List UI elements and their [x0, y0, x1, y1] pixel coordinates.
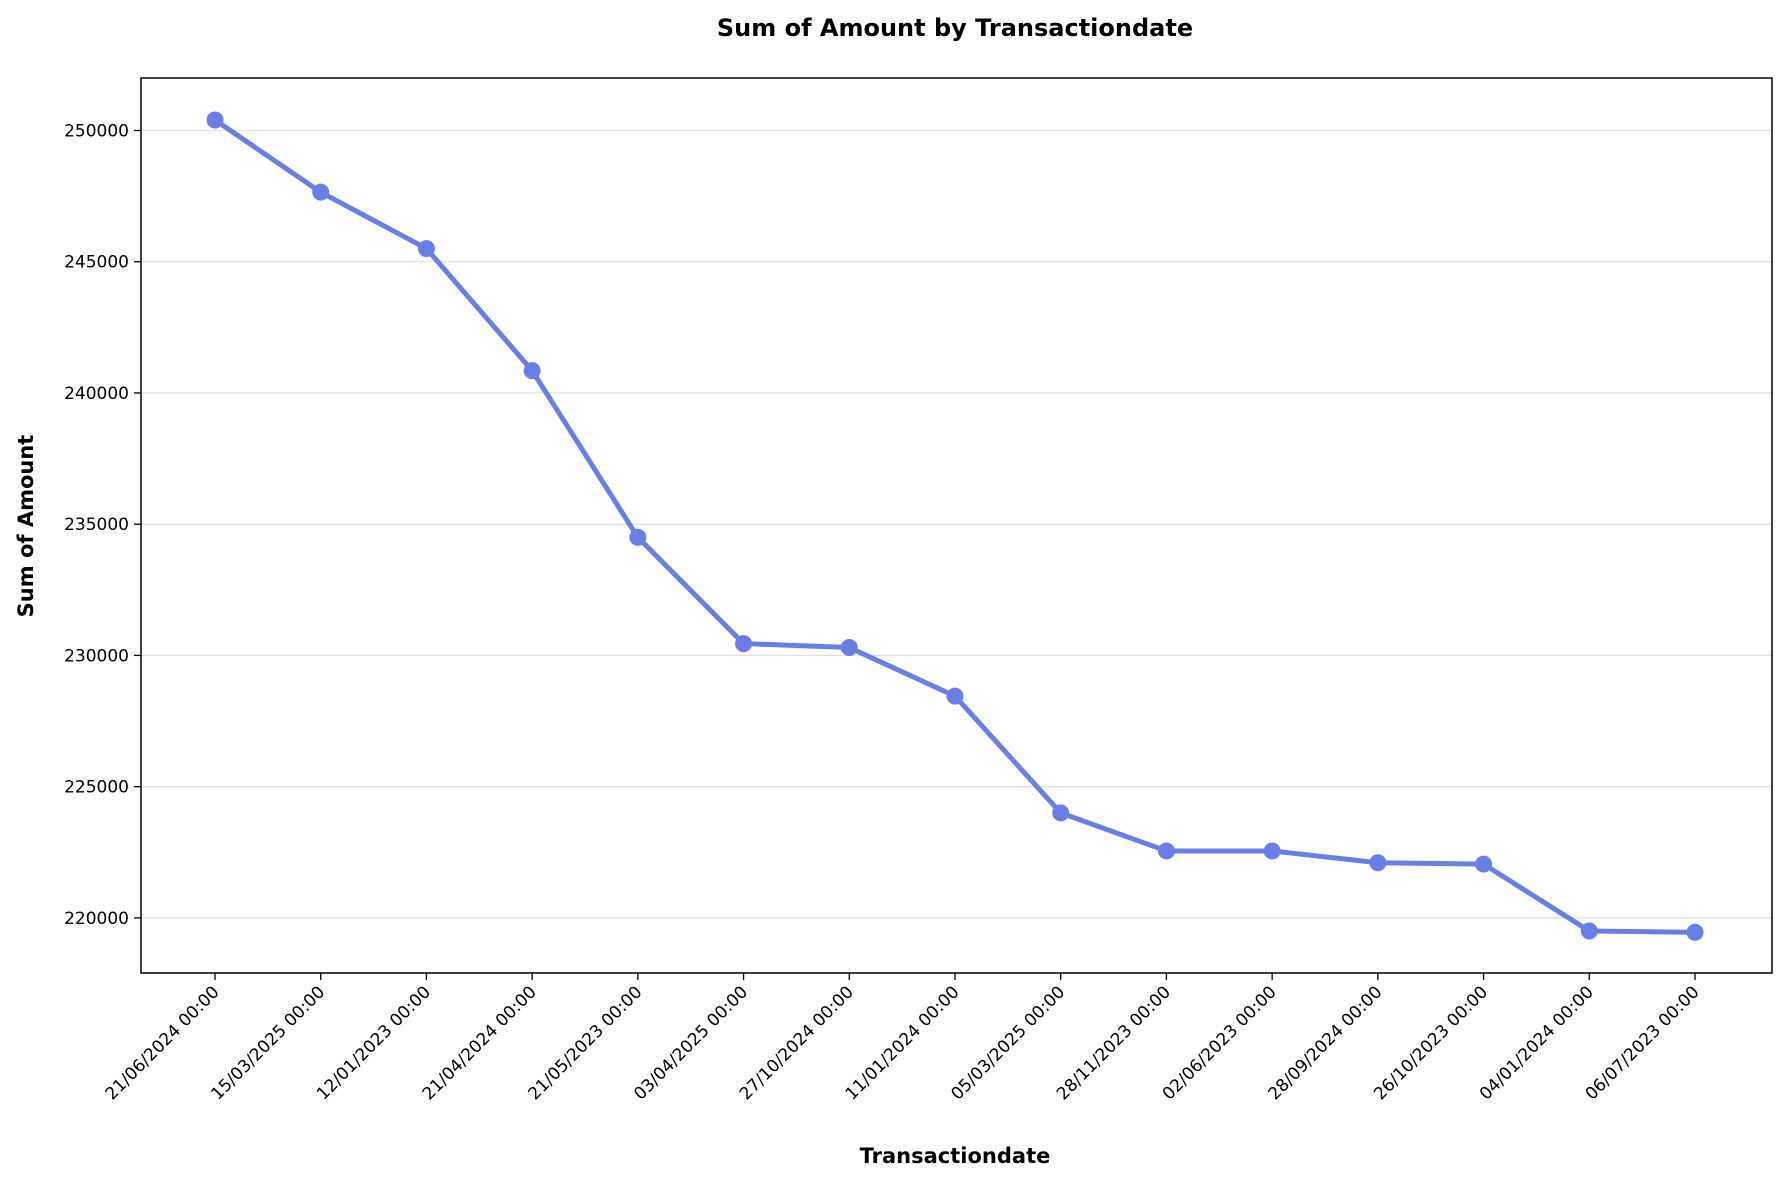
y-tick-label-6: 250000 — [64, 121, 129, 141]
series-line — [212, 117, 1698, 935]
x-tick-label-4: 21/05/2023 00:00 — [524, 982, 646, 1104]
y-axis-label: Sum of Amount — [14, 435, 38, 618]
x-tick-label-9: 28/11/2023 00:00 — [1053, 982, 1175, 1104]
y-tick-label-1: 225000 — [64, 778, 129, 798]
x-tick-label-13: 04/01/2024 00:00 — [1476, 982, 1598, 1104]
data-point-10[interactable] — [1263, 842, 1281, 860]
data-point-8[interactable] — [1052, 804, 1070, 822]
y-tick-label-4: 240000 — [64, 384, 129, 404]
x-tick-label-10: 02/06/2023 00:00 — [1159, 982, 1281, 1104]
data-point-2[interactable] — [417, 240, 435, 258]
x-tick-label-8: 05/03/2025 00:00 — [947, 982, 1069, 1104]
data-point-4[interactable] — [629, 528, 647, 546]
chart-title: Sum of Amount by Transactiondate — [717, 14, 1193, 42]
data-point-11[interactable] — [1369, 854, 1387, 872]
data-point-14[interactable] — [1686, 923, 1704, 941]
y-tick-label-3: 235000 — [64, 515, 129, 535]
x-tick-label-3: 21/04/2024 00:00 — [419, 982, 541, 1104]
plot-frame — [140, 77, 1773, 974]
x-tick-label-0: 21/06/2024 00:00 — [102, 982, 224, 1104]
y-tick-label-5: 245000 — [64, 253, 129, 273]
data-point-9[interactable] — [1157, 842, 1175, 860]
x-tick-label-2: 12/01/2023 00:00 — [313, 982, 435, 1104]
x-tick-label-7: 11/01/2024 00:00 — [842, 982, 964, 1104]
data-point-1[interactable] — [312, 183, 330, 201]
data-point-0[interactable] — [206, 111, 224, 129]
x-tick-label-11: 28/09/2024 00:00 — [1264, 982, 1386, 1104]
data-point-12[interactable] — [1475, 855, 1493, 873]
y-tick-label-2: 230000 — [64, 646, 129, 666]
series-line-group — [206, 111, 1704, 941]
gridlines — [141, 129, 1772, 919]
x-tick-label-1: 15/03/2025 00:00 — [207, 982, 329, 1104]
y-axis: 220000 225000 230000 235000 240000 245000 2500… — [64, 121, 141, 929]
x-tick-label-6: 27/10/2024 00:00 — [736, 982, 858, 1104]
y-tick-label-0: 220000 — [64, 909, 129, 929]
data-point-13[interactable] — [1580, 922, 1598, 940]
data-point-6[interactable] — [840, 639, 858, 657]
x-tick-label-12: 26/10/2023 00:00 — [1370, 982, 1492, 1104]
x-tick-label-14: 06/07/2023 00:00 — [1582, 982, 1704, 1104]
x-tick-label-5: 03/04/2025 00:00 — [630, 982, 752, 1104]
data-point-3[interactable] — [523, 362, 541, 380]
data-point-7[interactable] — [946, 687, 964, 705]
x-axis-label: Transactiondate — [860, 1144, 1051, 1168]
data-point-5[interactable] — [735, 635, 753, 653]
